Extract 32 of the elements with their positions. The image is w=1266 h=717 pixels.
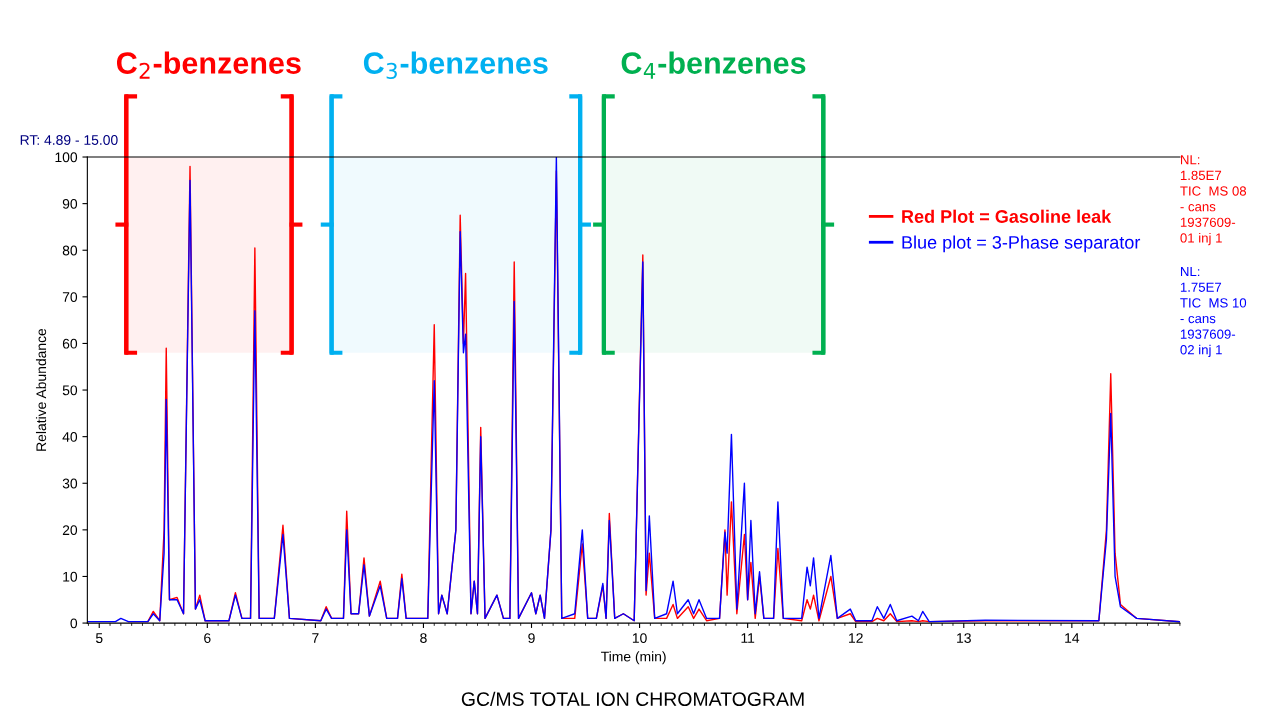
y-tick-label: 20 <box>62 525 78 536</box>
x-tick-label: 5 <box>95 633 103 643</box>
y-tick-label: 50 <box>62 385 78 396</box>
band-label: C$_{4}$-benzenes <box>621 51 806 79</box>
text: NL: 1.75E7 TIC MS 10 - cans 1937609- 02 inj 1 <box>1180 267 1247 358</box>
text: RT: 4.89 - 15.00 <box>20 135 118 145</box>
x-tick-label: 14 <box>1065 633 1080 643</box>
x-tick-label: 11 <box>741 633 755 643</box>
y-tick-label: 60 <box>62 338 78 349</box>
legend-label: Red Plot = Gasoline leak <box>902 209 1112 223</box>
y-tick-label: 30 <box>62 478 78 489</box>
y-tick-label: 0 <box>70 618 78 629</box>
text: GC/MS TOTAL ION CHROMATOGRAM <box>461 691 804 706</box>
x-tick-label: 13 <box>957 633 971 643</box>
legend-label: Blue plot = 3-Phase separator <box>902 235 1141 253</box>
x-tick-label: 12 <box>849 633 863 643</box>
x-axis-title: Time (min) <box>601 651 666 665</box>
text: NL: 1.85E7 TIC MS 08 - cans 1937609- 01 inj 1 <box>1180 155 1247 246</box>
x-tick-label: 7 <box>312 633 319 643</box>
x-tick-label: 6 <box>204 633 211 643</box>
y-tick-label: 80 <box>62 245 78 256</box>
y-axis-title: Relative Abundance <box>35 328 47 451</box>
band-label: C$_{2}$-benzenes <box>116 51 301 79</box>
y-tick-label: 70 <box>62 292 78 303</box>
y-tick-label: 90 <box>62 198 78 209</box>
y-tick-label: 40 <box>62 431 78 442</box>
y-tick-label: 100 <box>55 152 78 163</box>
band-label: C$_{3}$-benzenes <box>363 51 548 79</box>
y-tick-label: 10 <box>63 571 78 582</box>
x-tick-label: 9 <box>528 633 535 643</box>
x-tick-label: 8 <box>420 633 427 643</box>
x-tick-label: 10 <box>632 633 647 643</box>
